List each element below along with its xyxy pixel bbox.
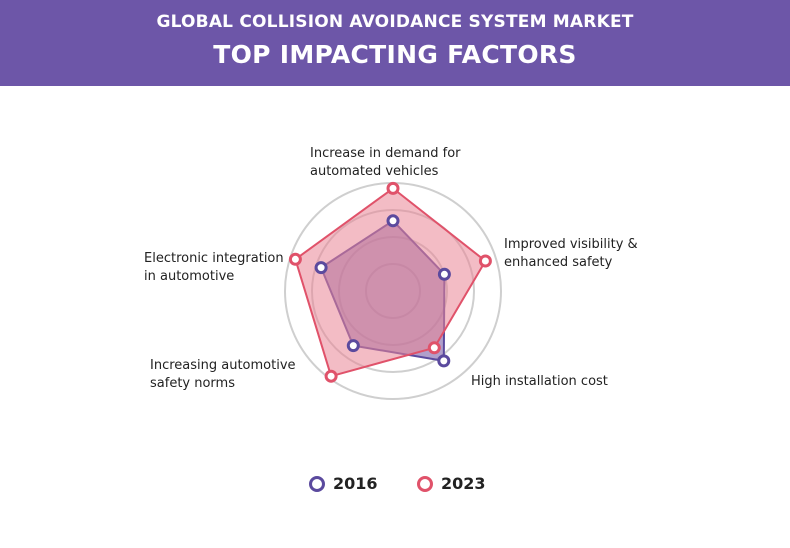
legend-item-2023: 2023: [417, 474, 486, 493]
axis-label-electronic-integration: Electronic integration in automotive: [144, 251, 284, 284]
data-point-2016-1: [437, 267, 451, 281]
data-point-2016-4: [314, 261, 328, 275]
legend-marker-2016: [309, 475, 325, 492]
chart-title: TOP IMPACTING FACTORS: [213, 40, 577, 69]
series-area-2023: [294, 187, 487, 378]
legend-item-2016: 2016: [309, 474, 378, 493]
chart-subtitle: GLOBAL COLLISION AVOIDANCE SYSTEM MARKET: [156, 12, 634, 32]
data-point-2016-3: [346, 339, 360, 353]
data-point-2016-0: [386, 214, 400, 228]
axis-label-visibility-safety: Improved visibility & enhanced safety: [504, 237, 638, 270]
axis-label-safety-norms: Increasing automotive safety norms: [150, 358, 296, 391]
legend-label-2023: 2023: [441, 474, 486, 493]
axis-label-installation-cost: High installation cost: [471, 374, 608, 389]
data-point-2023-3: [324, 369, 338, 383]
title-banner: GLOBAL COLLISION AVOIDANCE SYSTEM MARKET…: [0, 0, 790, 86]
axis-label-demand-automated-vehicles: Increase in demand for automated vehicle…: [310, 146, 461, 179]
data-point-2023-1: [478, 254, 492, 268]
legend-marker-2023: [417, 475, 433, 492]
radar-series: [288, 181, 492, 383]
data-point-2023-2: [427, 341, 441, 355]
data-point-2023-4: [288, 252, 302, 266]
legend-label-2016: 2016: [333, 474, 378, 493]
data-point-2016-2: [437, 354, 451, 368]
chart-legend: 2016 2023: [0, 474, 790, 496]
data-point-2023-0: [386, 181, 400, 195]
